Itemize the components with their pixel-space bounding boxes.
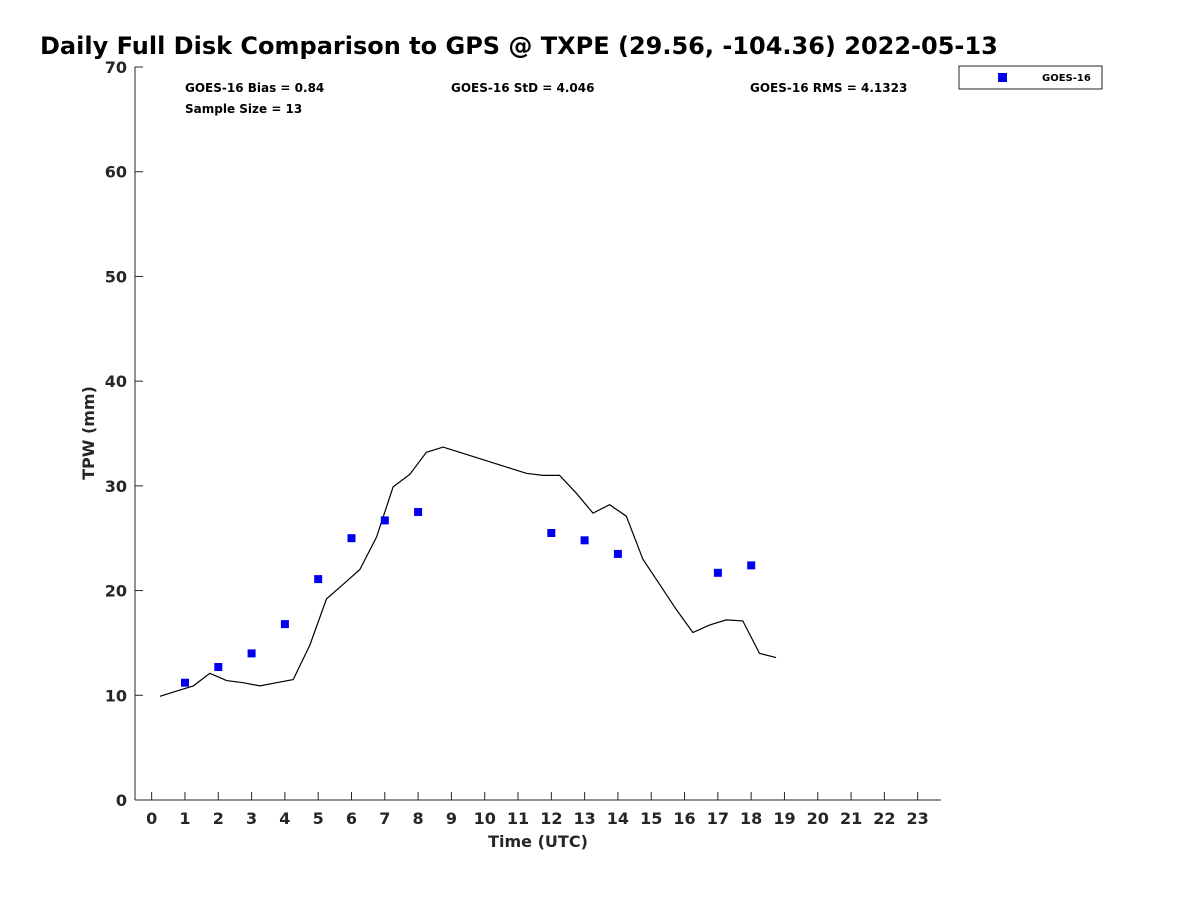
x-tick-label: 22: [873, 809, 895, 828]
sample-size-stat: Sample Size = 13: [185, 102, 302, 116]
legend-box: [958, 65, 1103, 90]
x-tick-label: 2: [213, 809, 224, 828]
goes16-point: [547, 529, 556, 537]
x-tick-label: 23: [907, 809, 929, 828]
chart-title: Daily Full Disk Comparison to GPS @ TXPE…: [40, 32, 998, 60]
y-tick-label: 10: [105, 686, 127, 705]
plot-frame: [134, 67, 941, 801]
goes16-point: [247, 649, 256, 658]
x-tick-label: 3: [246, 809, 257, 828]
legend-label-goes16: GOES-16: [1042, 73, 1091, 84]
goes16-point: [347, 534, 356, 543]
goes16-marker-layer: [181, 508, 756, 687]
goes16-point: [280, 620, 289, 629]
y-axis-label: TPW (mm): [79, 386, 98, 480]
goes16-point: [414, 508, 423, 516]
x-tick-label: 5: [313, 809, 324, 828]
x-tick-label: 7: [379, 809, 390, 828]
goes16-point: [181, 678, 189, 687]
x-tick-label: 20: [807, 809, 829, 828]
goes16-point: [613, 549, 622, 558]
x-tick-label: 8: [413, 809, 424, 828]
rms-stat: GOES-16 RMS = 4.1323: [750, 81, 907, 95]
x-tick-label: 4: [279, 809, 290, 828]
x-tick-label: 1: [179, 809, 190, 828]
x-tick-label: 15: [640, 809, 662, 828]
y-tick-label: 70: [105, 58, 127, 77]
x-tick-label: 0: [146, 809, 157, 828]
goes16-point: [314, 575, 323, 584]
x-axis-ticks: 0 1 2 3 4 5 6 7 8 9 10 11 12 13 14 15 16 17 18 19 20 21 22 23: [146, 792, 929, 828]
x-tick-label: 16: [673, 809, 695, 828]
gps-series-line: [159, 446, 777, 697]
y-tick-label: 50: [105, 267, 127, 286]
gps-line-layer: [159, 446, 777, 697]
goes16-point: [214, 663, 223, 671]
goes16-point: [380, 516, 389, 525]
x-tick-label: 18: [740, 809, 762, 828]
x-tick-label: 9: [446, 809, 457, 828]
goes16-point: [713, 568, 722, 577]
goes16-point: [580, 536, 589, 545]
legend-marker-icon: [998, 73, 1007, 82]
std-stat: GOES-16 StD = 4.046: [451, 81, 594, 95]
x-axis-label: Time (UTC): [488, 832, 588, 851]
x-tick-label: 14: [607, 809, 629, 828]
y-tick-label: 20: [105, 582, 127, 601]
x-tick-label: 12: [540, 809, 562, 828]
legend: GOES-16: [958, 65, 1103, 90]
bias-stat: GOES-16 Bias = 0.84: [185, 81, 324, 95]
y-tick-label: 0: [116, 791, 127, 810]
x-tick-label: 17: [707, 809, 729, 828]
x-tick-label: 21: [840, 809, 862, 828]
y-tick-label: 40: [105, 372, 127, 391]
x-tick-label: 10: [474, 809, 496, 828]
x-tick-label: 13: [573, 809, 595, 828]
x-tick-label: 11: [507, 809, 529, 828]
stats-block: GOES-16 Bias = 0.84 GOES-16 StD = 4.046 …: [185, 81, 907, 116]
x-tick-label: 19: [773, 809, 795, 828]
y-axis-ticks: 0 10 20 30 40 50 60 70: [105, 58, 143, 810]
goes16-point: [747, 561, 756, 570]
x-tick-label: 6: [346, 809, 357, 828]
y-tick-label: 30: [105, 477, 127, 496]
y-tick-label: 60: [105, 163, 127, 182]
